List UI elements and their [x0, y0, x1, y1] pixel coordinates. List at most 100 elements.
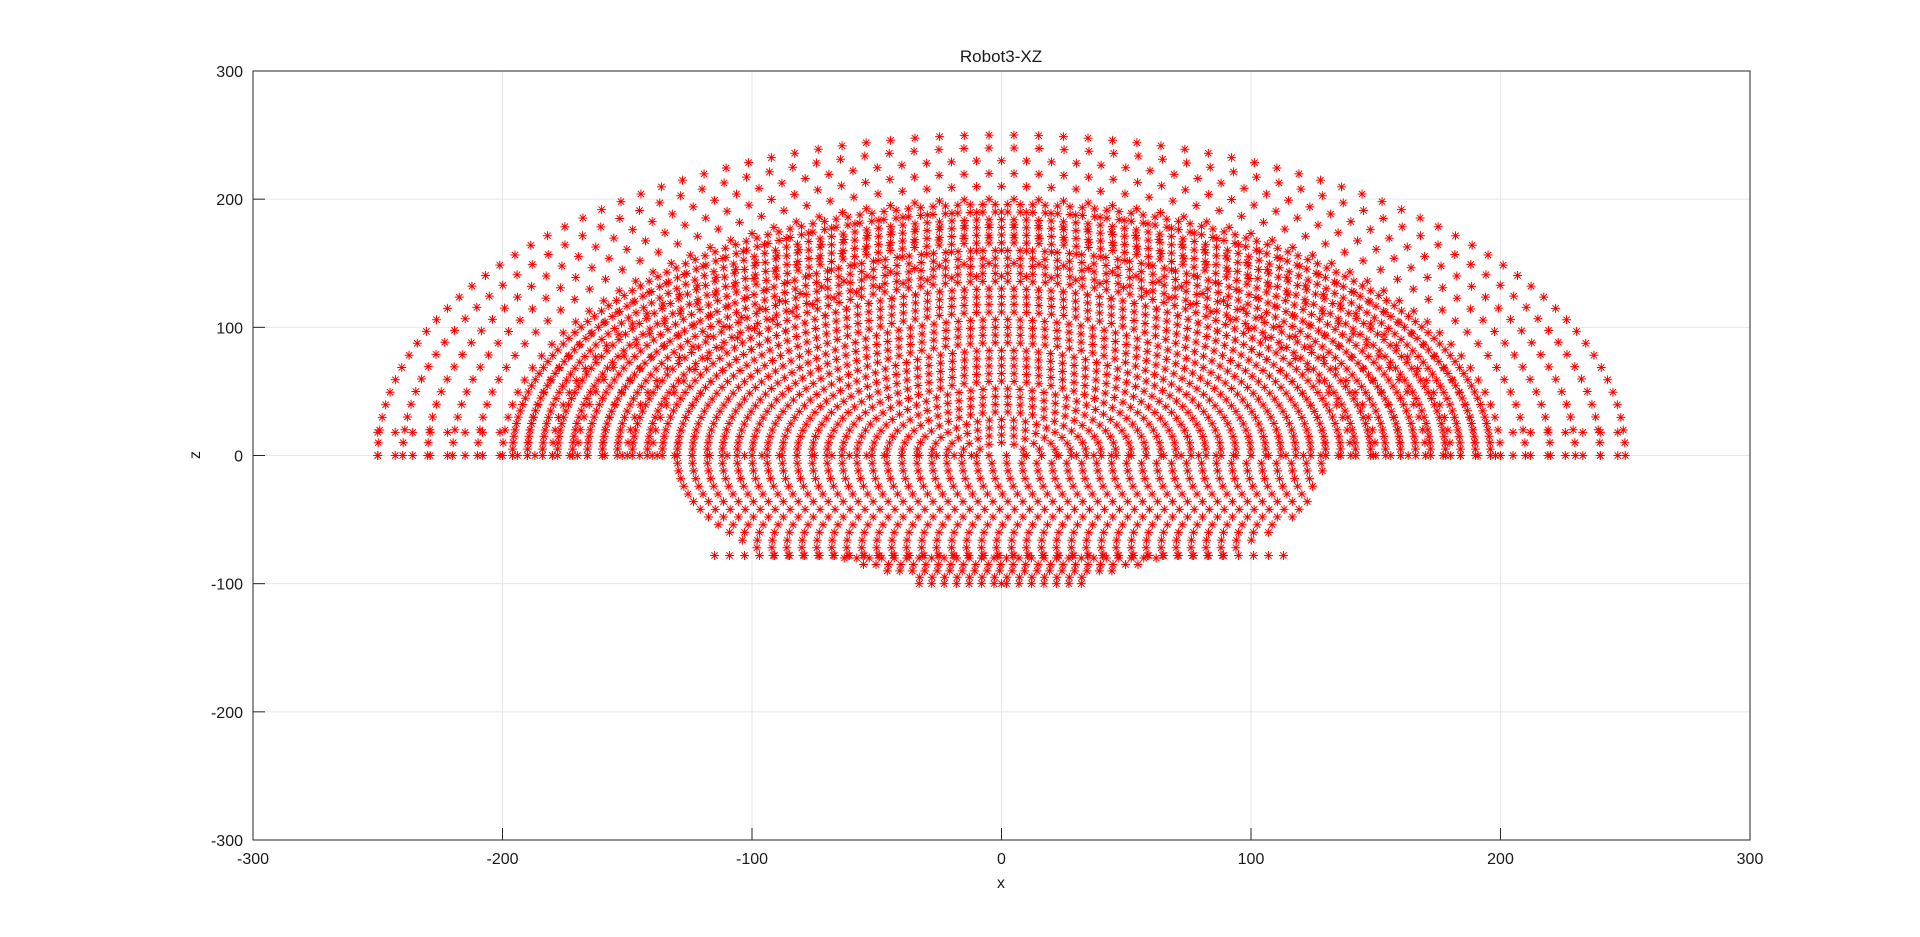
- scatter-point: [622, 406, 632, 416]
- scatter-point: [528, 304, 538, 314]
- scatter-point: [1102, 361, 1112, 371]
- scatter-point: [766, 195, 776, 205]
- scatter-point: [385, 387, 395, 397]
- scatter-point: [978, 323, 988, 333]
- scatter-point: [1411, 369, 1421, 379]
- scatter-point: [679, 370, 689, 380]
- scatter-point: [1239, 340, 1249, 350]
- scatter-point: [804, 228, 814, 238]
- scatter-point: [1076, 345, 1086, 355]
- scatter-point: [1331, 370, 1341, 380]
- scatter-point: [849, 419, 859, 429]
- scatter-point: [1297, 370, 1307, 380]
- scatter-point: [672, 444, 682, 454]
- scatter-point: [814, 363, 824, 373]
- scatter-point: [1139, 413, 1149, 423]
- scatter-point: [1102, 489, 1112, 499]
- scatter-point: [710, 290, 720, 300]
- scatter-point: [878, 408, 888, 418]
- scatter-point: [510, 250, 520, 260]
- scatter-point: [971, 308, 981, 318]
- scatter-point: [913, 410, 923, 420]
- scatter-point: [1379, 335, 1389, 345]
- scatter-point: [1152, 431, 1162, 441]
- scatter-point: [1290, 311, 1300, 321]
- scatter-point: [1216, 543, 1226, 553]
- scatter-point: [1076, 329, 1086, 339]
- scatter-point: [1089, 275, 1099, 285]
- scatter-point: [1423, 328, 1433, 338]
- scatter-point: [902, 535, 912, 545]
- scatter-point: [1193, 272, 1202, 282]
- scatter-point: [687, 444, 697, 454]
- scatter-point: [1089, 451, 1099, 460]
- scatter-point: [1173, 311, 1183, 321]
- scatter-point: [1096, 444, 1106, 454]
- scatter-point: [953, 489, 963, 499]
- scatter-point: [744, 323, 754, 333]
- scatter-point: [593, 375, 603, 385]
- scatter-point: [1161, 402, 1171, 412]
- scatter-point: [1562, 349, 1572, 359]
- scatter-point: [1432, 406, 1442, 416]
- scatter-point: [1059, 303, 1069, 313]
- scatter-point: [571, 317, 581, 327]
- scatter-point: [927, 451, 937, 460]
- scatter-point: [686, 309, 696, 319]
- scatter-point: [885, 238, 895, 248]
- scatter-point: [1200, 239, 1210, 249]
- scatter-point: [1034, 144, 1044, 154]
- scatter-point: [959, 215, 969, 225]
- scatter-point: [964, 438, 974, 448]
- scatter-point: [1308, 250, 1318, 260]
- scatter-point: [1404, 381, 1414, 391]
- scatter-point: [1447, 375, 1457, 385]
- scatter-point: [1157, 535, 1167, 545]
- scatter-point: [1213, 431, 1223, 441]
- scatter-point: [1318, 290, 1328, 300]
- scatter-point: [1418, 339, 1428, 349]
- scatter-point: [790, 275, 800, 285]
- scatter-point: [1310, 337, 1320, 347]
- scatter-point: [1190, 347, 1200, 357]
- scatter-point: [507, 451, 517, 460]
- scatter-point: [816, 374, 826, 384]
- scatter-point: [1429, 400, 1439, 410]
- scatter-point: [920, 504, 930, 514]
- scatter-point: [1254, 255, 1264, 265]
- scatter-point: [801, 281, 811, 291]
- scatter-point: [883, 328, 893, 338]
- scatter-point: [649, 308, 659, 318]
- scatter-point: [1589, 350, 1599, 360]
- scatter-point: [852, 444, 862, 454]
- scatter-point: [1088, 340, 1098, 350]
- scatter-point: [827, 256, 837, 266]
- scatter-point: [1376, 265, 1386, 275]
- scatter-point: [1264, 268, 1274, 278]
- scatter-point: [984, 292, 994, 302]
- scatter-point: [779, 206, 789, 216]
- scatter-point: [770, 366, 780, 376]
- scatter-point: [1107, 267, 1117, 277]
- scatter-point: [1003, 276, 1013, 286]
- scatter-point: [934, 311, 944, 321]
- scatter-point: [1052, 333, 1062, 343]
- scatter-point: [1140, 310, 1150, 320]
- scatter-point: [972, 362, 982, 372]
- scatter-point: [747, 229, 757, 239]
- scatter-point: [1245, 438, 1255, 448]
- scatter-point: [685, 382, 695, 392]
- scatter-point: [1013, 520, 1023, 530]
- scatter-point: [1272, 163, 1282, 173]
- scatter-point: [1347, 425, 1357, 435]
- scatter-point: [638, 406, 648, 416]
- scatter-point: [1059, 232, 1069, 242]
- scatter-point: [1117, 426, 1127, 436]
- scatter-point: [971, 377, 981, 387]
- scatter-point: [1158, 386, 1168, 396]
- scatter-point: [838, 246, 848, 256]
- scatter-point: [917, 329, 927, 339]
- scatter-point: [1318, 308, 1328, 318]
- scatter-point: [1460, 399, 1470, 409]
- scatter-point: [928, 466, 938, 476]
